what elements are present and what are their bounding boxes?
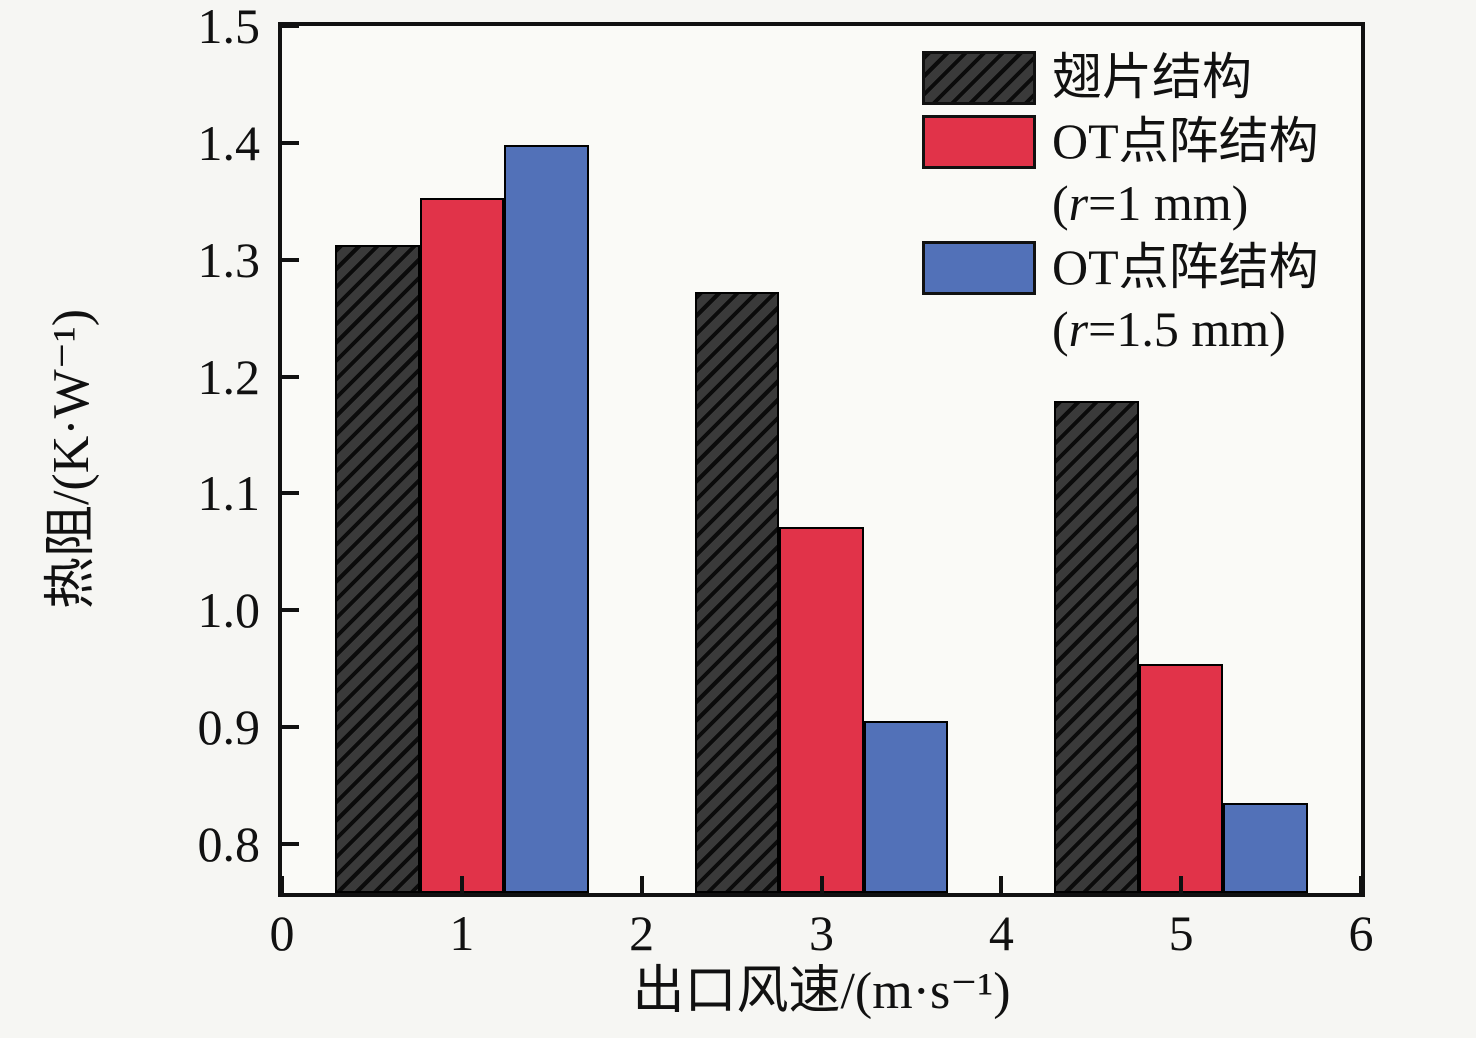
legend-label-main-1: 翅片结构 (1052, 49, 1252, 105)
y-tick-1.3 (282, 257, 299, 262)
bar-series1-x5 (1054, 401, 1139, 893)
y-tick-label-1.5: 1.5 (197, 0, 261, 54)
y-tick-1.0 (282, 608, 299, 613)
x-tick-label-6: 6 (1348, 905, 1374, 961)
legend-swatch-2 (922, 115, 1036, 169)
plot-area: 翅片结构 OT点阵结构 (r=1 mm) OT点阵结构 (r=1.5 mm) 0.8 0.… (198, 0, 1374, 961)
x-tick-4 (999, 876, 1004, 893)
y-axis-title: 热阻/(K·W⁻¹) (43, 308, 100, 610)
x-tick-1 (459, 876, 464, 893)
bar-series2-x5 (1138, 663, 1224, 893)
bar-series1-x3 (694, 292, 780, 893)
y-tick-1.1 (282, 491, 299, 496)
y-tick-label-1.0: 1.0 (197, 582, 261, 639)
legend-label-sub-3: (r=1.5 mm) (1052, 301, 1286, 357)
legend-label-main-2: OT点阵结构 (1052, 113, 1319, 169)
x-tick-label-1: 1 (449, 905, 475, 961)
legend-entry-3: OT点阵结构 (r=1.5 mm) (922, 236, 1319, 360)
y-tick-0.8 (282, 841, 299, 846)
y-tick-0.9 (282, 725, 299, 730)
y-tick-label-1.2: 1.2 (197, 348, 261, 405)
y-tick-1.2 (282, 374, 299, 379)
x-tick-6 (1359, 876, 1363, 893)
x-tick-2 (639, 876, 644, 893)
legend-label-main-3: OT点阵结构 (1052, 239, 1319, 295)
legend-swatch-1 (922, 51, 1036, 105)
legend-entry-2: OT点阵结构 (r=1 mm) (922, 110, 1319, 234)
legend-swatch-3 (922, 241, 1036, 295)
x-tick-5 (1179, 876, 1184, 893)
x-tick-label-2: 2 (629, 905, 655, 961)
bar-series3-x1 (504, 145, 589, 893)
y-tick-label-0.8: 0.8 (197, 815, 261, 872)
x-axis-title: 出口风速/(m·s⁻¹) (632, 963, 1011, 1020)
legend-label-3: OT点阵结构 (r=1.5 mm) (1052, 236, 1319, 360)
y-tick-label-1.3: 1.3 (197, 231, 261, 288)
x-tick-0 (280, 876, 284, 893)
bar-series3-x5 (1223, 803, 1308, 893)
legend-entry-1: 翅片结构 (922, 46, 1319, 108)
x-tick-label-4: 4 (988, 905, 1014, 961)
x-tick-label-3: 3 (809, 905, 834, 961)
x-tick-3 (819, 876, 824, 893)
ticks-layer (280, 24, 1363, 893)
y-tick-label-0.9: 0.9 (197, 699, 261, 756)
y-tick-label-1.4: 1.4 (197, 114, 261, 171)
y-tick-label-1.1: 1.1 (197, 465, 261, 522)
x-tick-label-0: 0 (269, 905, 295, 961)
legend: 翅片结构 OT点阵结构 (r=1 mm) OT点阵结构 (r=1.5 mm) (922, 46, 1319, 360)
bar-series2-x1 (419, 197, 505, 893)
bar-series3-x3 (863, 721, 949, 893)
legend-label-2: OT点阵结构 (r=1 mm) (1052, 110, 1319, 234)
bar-series2-x3 (779, 527, 864, 893)
y-tick-1.5 (282, 24, 299, 28)
legend-label-sub-2: (r=1 mm) (1052, 175, 1249, 231)
legend-label-1: 翅片结构 (1052, 46, 1252, 108)
y-tick-1.4 (282, 140, 299, 145)
bars-layer (282, 26, 1361, 893)
x-tick-label-5: 5 (1168, 905, 1194, 961)
bar-series1-x1 (335, 244, 420, 893)
